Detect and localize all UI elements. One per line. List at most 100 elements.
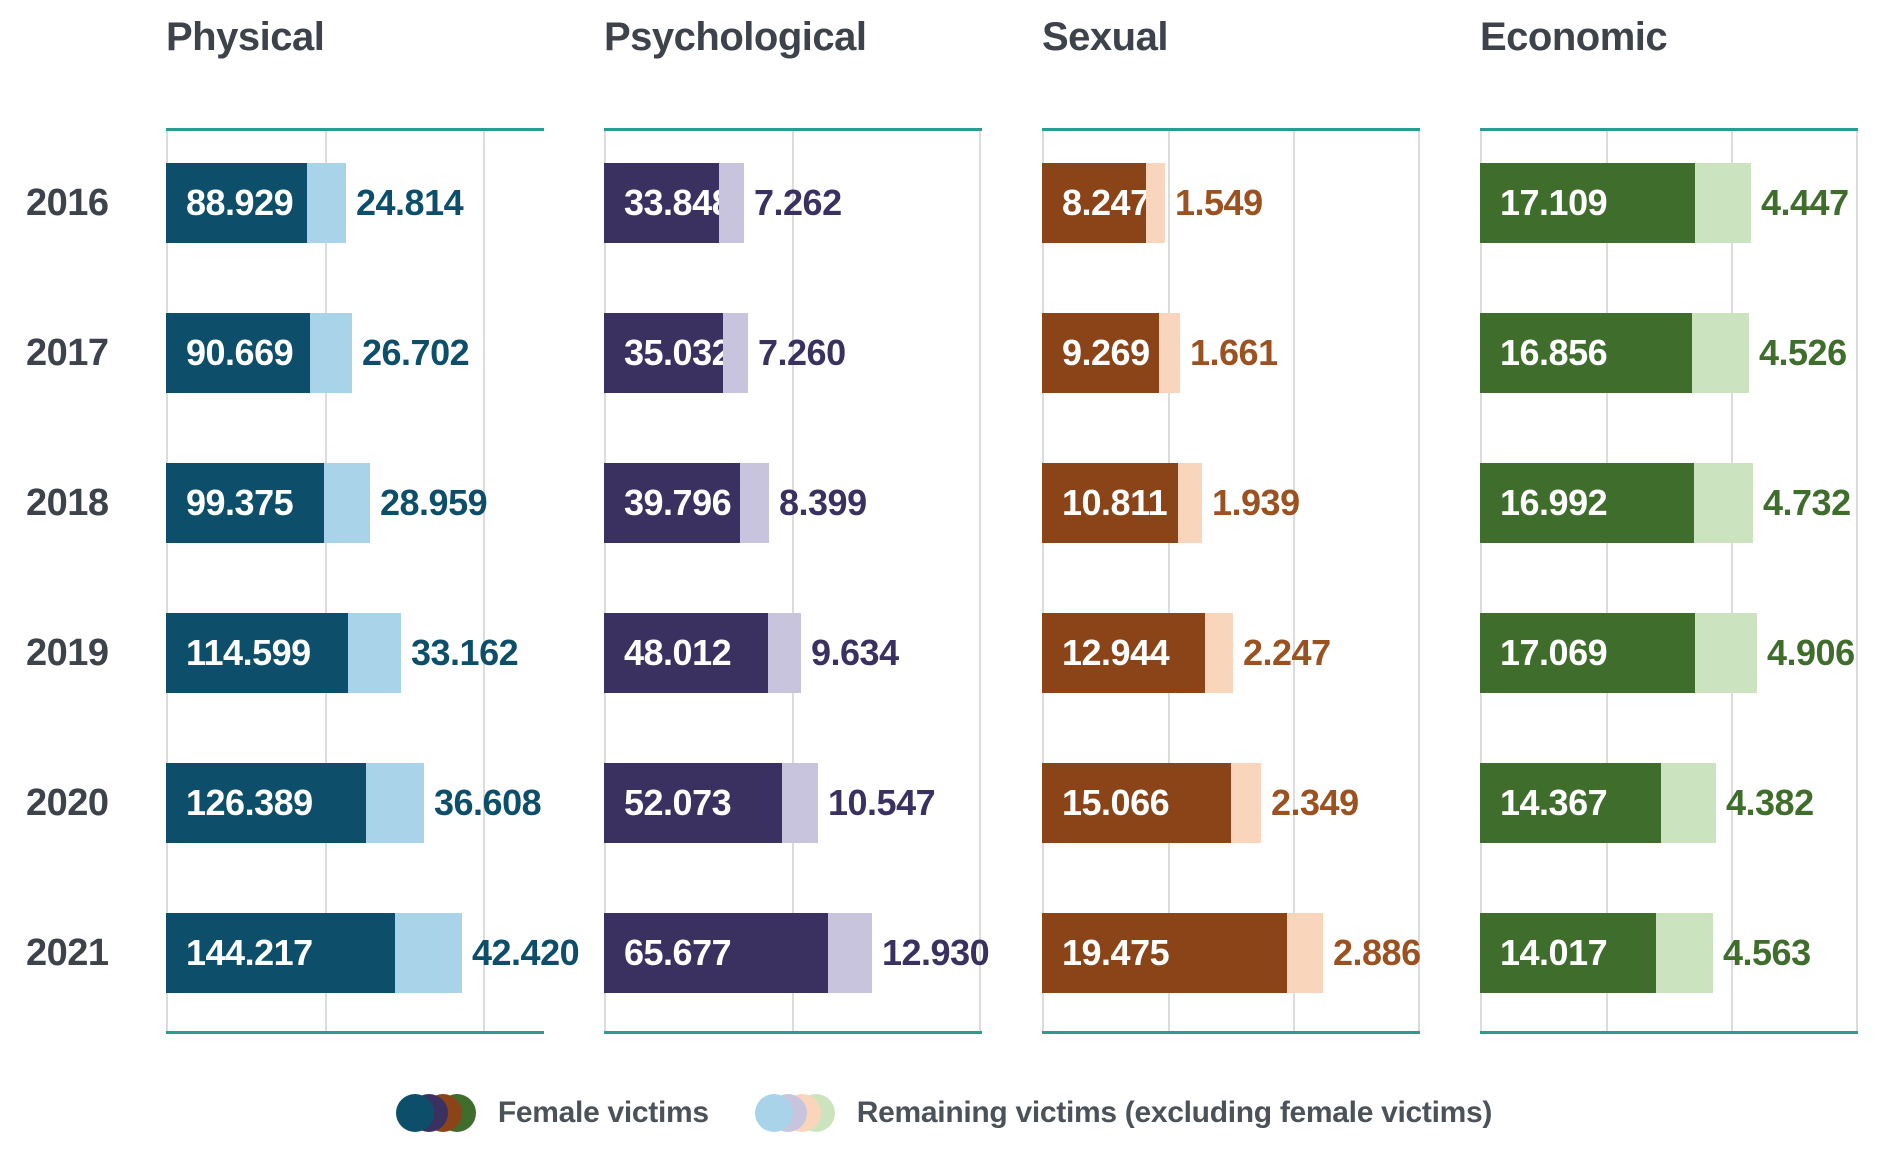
remaining-value-label: 7.260 (758, 332, 846, 373)
female-value-label: 9.269 (1053, 329, 1159, 377)
bar-female-segment: 65.677 (604, 913, 828, 993)
gridline (1606, 131, 1608, 1031)
bar-female-segment: 8.247 (1042, 163, 1159, 243)
bar-remaining-segment (1231, 763, 1261, 843)
female-value-label: 12.944 (1053, 629, 1179, 677)
bar-row-sexual-2019: 12.944 2.247 (1042, 613, 1331, 693)
remaining-value-label: 4.526 (1759, 332, 1847, 373)
remaining-value-label: 8.399 (779, 482, 867, 523)
remaining-value-label: 4.563 (1723, 932, 1811, 973)
bar-row-economic-2020: 14.367 4.382 (1480, 763, 1814, 843)
remaining-value-label: 2.349 (1271, 782, 1359, 823)
bar-female-segment: 144.217 (166, 913, 395, 993)
remaining-value-label: 42.420 (472, 932, 580, 973)
female-value-label: 10.811 (1053, 479, 1177, 527)
bar-row-sexual-2020: 15.066 2.349 (1042, 763, 1359, 843)
bar-female-segment: 39.796 (604, 463, 741, 543)
bar-remaining-segment (1178, 463, 1202, 543)
bar-row-sexual-2017: 9.269 1.661 (1042, 313, 1278, 393)
year-label: 2020 (26, 781, 109, 824)
bar-row-physical-2016: 88.929 24.814 (166, 163, 464, 243)
remaining-value-label: 33.162 (411, 632, 519, 673)
female-value-label: 16.992 (1491, 479, 1617, 527)
remaining-value-label: 36.608 (434, 782, 542, 823)
bar-row-psychological-2019: 48.012 9.634 (604, 613, 899, 693)
female-value-label: 15.066 (1053, 779, 1179, 827)
year-label: 2019 (26, 631, 109, 674)
panel-title-economic: Economic (1480, 15, 1668, 59)
female-value-label: 126.389 (177, 779, 322, 827)
female-value-label: 90.669 (177, 329, 303, 377)
bar-female-segment: 16.856 (1480, 313, 1692, 393)
bar-remaining-segment (1695, 163, 1751, 243)
female-value-label: 14.017 (1491, 929, 1617, 977)
remaining-value-label: 1.661 (1190, 332, 1278, 373)
bar-row-physical-2017: 90.669 26.702 (166, 313, 470, 393)
bar-row-economic-2016: 17.109 4.447 (1480, 163, 1849, 243)
chart-panel-sexual: 8.247 1.549 9.269 1.661 10.811 1.939 12.944 2.2… (1042, 128, 1421, 1034)
bar-remaining-segment (1656, 913, 1713, 993)
female-value-label: 88.929 (177, 179, 303, 227)
gridline (979, 131, 981, 1031)
bar-remaining-segment (782, 763, 818, 843)
bar-remaining-segment (1692, 313, 1749, 393)
bar-female-segment: 15.066 (1042, 763, 1231, 843)
female-value-label: 14.367 (1491, 779, 1617, 827)
bar-female-segment: 14.017 (1480, 913, 1656, 993)
panel-title-psychological: Psychological (604, 15, 867, 59)
bar-row-sexual-2021: 19.475 2.886 (1042, 913, 1421, 993)
remaining-value-label: 9.634 (811, 632, 899, 673)
bar-remaining-segment (366, 763, 424, 843)
legend-item-female-victims: Female victims (395, 1094, 709, 1132)
bar-female-segment: 17.109 (1480, 163, 1695, 243)
bar-row-economic-2017: 16.856 4.526 (1480, 313, 1847, 393)
female-value-label: 8.247 (1053, 179, 1159, 227)
year-label: 2016 (26, 181, 109, 224)
bar-female-segment: 16.992 (1480, 463, 1694, 543)
female-value-label: 35.032 (615, 329, 741, 377)
bar-row-psychological-2018: 39.796 8.399 (604, 463, 867, 543)
gridline (604, 131, 606, 1031)
bar-remaining-segment (719, 163, 744, 243)
female-value-label: 16.856 (1491, 329, 1617, 377)
bar-remaining-segment (310, 313, 352, 393)
female-value-label: 39.796 (615, 479, 741, 527)
remaining-value-label: 10.547 (828, 782, 936, 823)
year-label: 2017 (26, 331, 109, 374)
bar-row-physical-2020: 126.389 36.608 (166, 763, 542, 843)
bar-female-segment: 10.811 (1042, 463, 1178, 543)
remaining-value-label: 2.247 (1243, 632, 1331, 673)
bar-female-segment: 19.475 (1042, 913, 1287, 993)
year-label: 2018 (26, 481, 109, 524)
female-value-label: 144.217 (177, 929, 322, 977)
female-value-label: 17.109 (1491, 179, 1617, 227)
bar-row-physical-2018: 99.375 28.959 (166, 463, 488, 543)
bar-female-segment: 9.269 (1042, 313, 1159, 393)
remaining-value-label: 1.939 (1212, 482, 1300, 523)
bar-remaining-segment (348, 613, 401, 693)
female-value-label: 52.073 (615, 779, 741, 827)
bar-row-economic-2018: 16.992 4.732 (1480, 463, 1851, 543)
chart-panel-psychological: 33.848 7.262 35.032 7.260 39.796 8.399 48.012 9… (604, 128, 990, 1034)
gridline (792, 131, 794, 1031)
remaining-value-label: 12.930 (882, 932, 990, 973)
female-value-label: 114.599 (177, 629, 320, 677)
bar-row-economic-2021: 14.017 4.563 (1480, 913, 1811, 993)
bar-female-segment: 12.944 (1042, 613, 1205, 693)
bar-female-segment: 52.073 (604, 763, 782, 843)
legend-circle-icon (754, 1094, 793, 1132)
bar-row-physical-2021: 144.217 42.420 (166, 913, 580, 993)
bar-row-psychological-2020: 52.073 10.547 (604, 763, 936, 843)
female-value-label: 48.012 (615, 629, 741, 677)
bar-row-physical-2019: 114.599 33.162 (166, 613, 519, 693)
legend: Female victims Remaining victims (exclud… (0, 1082, 1888, 1144)
female-value-label: 65.677 (615, 929, 741, 977)
bar-remaining-segment (1146, 163, 1165, 243)
gridline (1856, 131, 1858, 1031)
female-value-label: 17.069 (1491, 629, 1617, 677)
remaining-value-label: 24.814 (356, 182, 464, 223)
legend-label-female-victims: Female victims (497, 1096, 709, 1129)
gridline (1293, 131, 1295, 1031)
female-value-label: 99.375 (177, 479, 303, 527)
legend-swatch-group-remaining (754, 1094, 835, 1132)
